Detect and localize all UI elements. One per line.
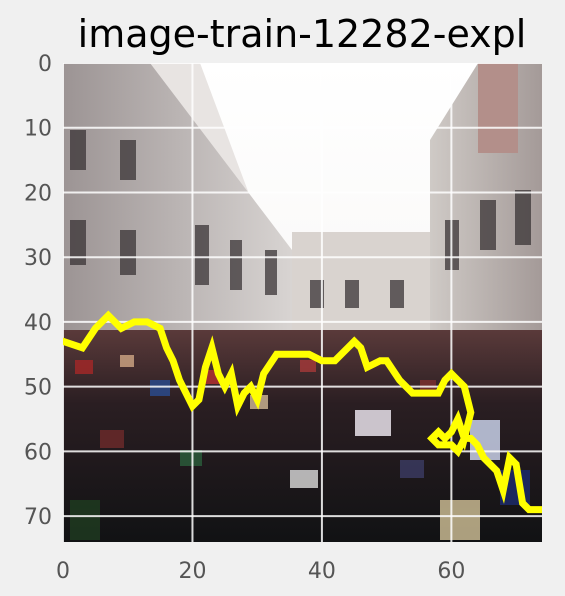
chart-title: image-train-12282-expl bbox=[78, 12, 527, 56]
y-tick-label: 0 bbox=[38, 52, 52, 77]
explanation-contour bbox=[63, 310, 542, 514]
plot-area bbox=[63, 63, 542, 542]
grid-lines bbox=[63, 63, 542, 542]
x-tick-label: 0 bbox=[56, 559, 70, 584]
y-tick-label: 40 bbox=[24, 311, 52, 336]
x-tick-label: 20 bbox=[178, 559, 206, 584]
street-photo bbox=[63, 63, 542, 542]
y-tick-label: 70 bbox=[24, 505, 52, 530]
y-tick-label: 10 bbox=[24, 117, 52, 142]
y-tick-label: 50 bbox=[24, 376, 52, 401]
y-axis-ticks: 0 10 20 30 40 50 60 70 bbox=[24, 52, 52, 530]
x-tick-label: 40 bbox=[308, 559, 336, 584]
x-axis-ticks: 0 20 40 60 bbox=[56, 559, 465, 584]
y-tick-label: 60 bbox=[24, 440, 52, 465]
y-tick-label: 20 bbox=[24, 181, 52, 206]
y-tick-label: 30 bbox=[24, 246, 52, 271]
x-tick-label: 60 bbox=[437, 559, 465, 584]
